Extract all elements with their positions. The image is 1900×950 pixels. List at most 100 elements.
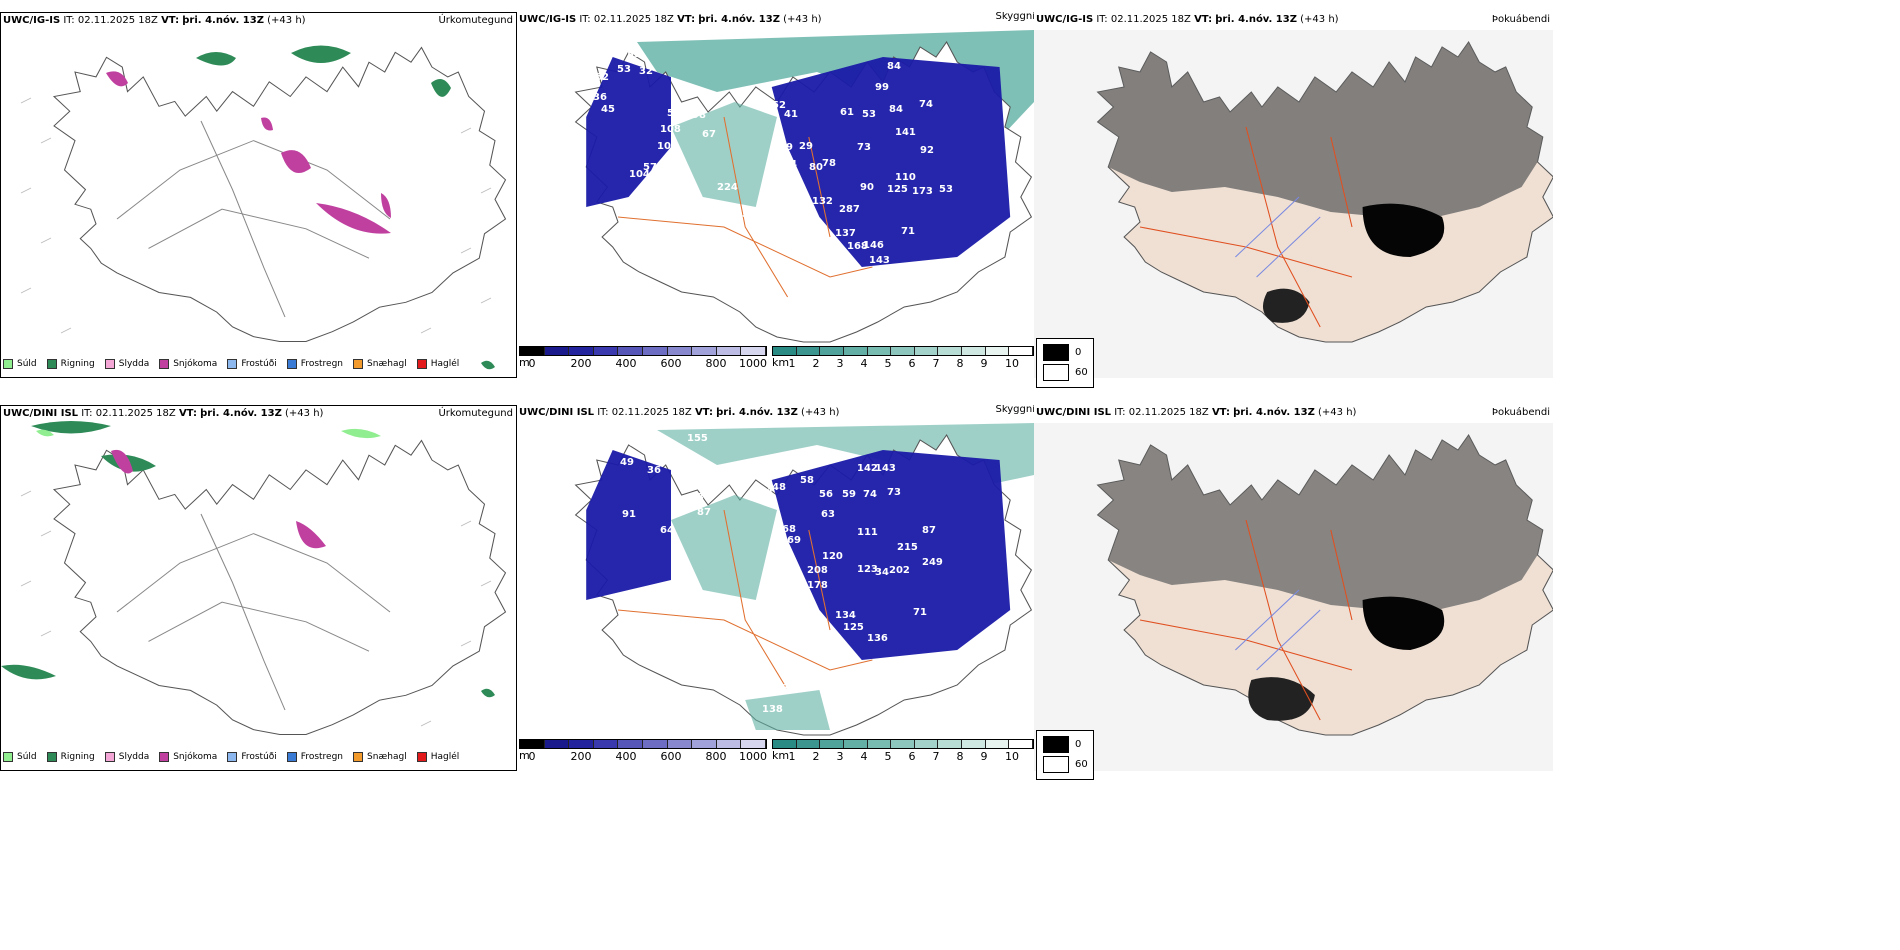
rain-areas xyxy=(1,421,495,698)
panel-header: UWC/IG-IS IT: 02.11.2025 18Z VT: þri. 4.… xyxy=(1036,14,1339,25)
vis-num: 249 xyxy=(922,557,943,568)
precip-map xyxy=(1,421,507,736)
vis-num: 146 xyxy=(863,240,884,251)
vis-num: 36 xyxy=(647,465,661,476)
vis-num: 87 xyxy=(922,525,936,536)
vis-num: 63 xyxy=(821,509,835,520)
vis-num: 110 xyxy=(895,172,916,183)
vis-num: 168 xyxy=(847,241,868,252)
vis-num: 142 xyxy=(857,463,878,474)
rain-areas xyxy=(196,45,495,370)
panel-header: UWC/DINI ISL IT: 02.11.2025 18Z VT: þri.… xyxy=(519,407,840,418)
legend-swatch xyxy=(159,752,170,762)
vis-num: 52 xyxy=(772,100,786,111)
legend-swatch xyxy=(46,359,57,369)
fog-map xyxy=(1034,30,1553,378)
vis-num: 53 xyxy=(617,64,631,75)
vis-num: 143 xyxy=(869,255,890,266)
legend-swatch xyxy=(104,359,115,369)
fog-swatch xyxy=(1043,364,1069,381)
vis-num: 98 xyxy=(692,110,706,121)
legend-swatch xyxy=(3,752,13,762)
precip-legend: Súld Rigning Slydda Snjókoma Frostúði Fr… xyxy=(3,748,459,766)
vis-num: 58 xyxy=(800,475,814,486)
legend-swatch xyxy=(104,752,115,762)
legend-swatch xyxy=(227,752,238,762)
vis-num: 64 xyxy=(660,525,674,536)
vis-num: 54 xyxy=(783,159,797,170)
panel-header: UWC/DINI ISL IT: 02.11.2025 18Z VT: þri.… xyxy=(3,408,324,419)
legend-swatch xyxy=(286,359,297,369)
vis-num: 134 xyxy=(835,610,856,621)
iceland-land xyxy=(575,434,1032,736)
vis-num: 136 xyxy=(867,633,888,644)
vis-num: 111 xyxy=(857,527,878,538)
visibility-panel-1: UWC/IG-IS IT: 02.11.2025 18Z VT: þri. 4.… xyxy=(517,12,1034,378)
vis-num: 224 xyxy=(717,182,738,193)
vis-num: 74 xyxy=(919,99,933,110)
vis-num: 132 xyxy=(812,196,833,207)
vis-num: 202 xyxy=(889,565,910,576)
panel-header: UWC/IG-IS IT: 02.11.2025 18Z VT: þri. 4.… xyxy=(519,14,822,25)
snow-areas xyxy=(111,449,326,549)
vis-num: 48 xyxy=(772,482,786,493)
vis-num: 54 xyxy=(679,194,693,205)
vis-num: 73 xyxy=(887,487,901,498)
vis-num: 87 xyxy=(697,507,711,518)
fog-map xyxy=(1034,423,1553,771)
vis-num: 54 xyxy=(667,108,681,119)
vis-num: 84 xyxy=(889,104,903,115)
vis-num: 53 xyxy=(627,49,641,60)
vis-num: 56 xyxy=(819,489,833,500)
fog-swatch xyxy=(1043,344,1069,361)
vis-num: 92 xyxy=(920,145,934,156)
height-colorbar: m 0 200 400 600 800 1000 xyxy=(519,739,767,769)
vis-num: 80 xyxy=(809,162,823,173)
height-unit: m xyxy=(519,749,530,762)
vis-num: 71 xyxy=(913,607,927,618)
km-colorbar: km 1 2 3 4 5 6 7 8 9 10 xyxy=(772,739,1034,769)
vis-num: 59 xyxy=(842,489,856,500)
vis-num: 131 xyxy=(775,683,796,694)
vis-num: 61 xyxy=(840,107,854,118)
fog-legend: 0 60 xyxy=(1036,730,1094,780)
vis-num: 84 xyxy=(887,61,901,72)
vis-num: 36 xyxy=(593,92,607,103)
panel-type-label: Þokuábendi xyxy=(1491,14,1550,25)
legend-swatch xyxy=(46,752,57,762)
fog-panel-1: UWC/IG-IS IT: 02.11.2025 18Z VT: þri. 4.… xyxy=(1034,12,1553,378)
legend-swatch xyxy=(416,752,427,762)
legend-swatch xyxy=(286,752,297,762)
vis-num: 67 xyxy=(702,129,716,140)
legend-swatch xyxy=(159,359,170,369)
vis-num: 178 xyxy=(807,580,828,591)
vis-num: 53 xyxy=(939,184,953,195)
vis-num: 68 xyxy=(782,524,796,535)
panel-type-label: Úrkomutegund xyxy=(438,15,513,26)
vis-num: 49 xyxy=(620,457,634,468)
vis-num: 155 xyxy=(687,433,708,444)
vis-num: 208 xyxy=(807,565,828,576)
vis-num: 287 xyxy=(839,204,860,215)
height-colorbar: m 0 200 400 600 800 1000 xyxy=(519,346,767,376)
km-colorbar: km 1 2 3 4 5 6 7 8 9 10 xyxy=(772,346,1034,376)
vis-num: 104 xyxy=(629,169,650,180)
vis-num: 86 xyxy=(797,207,811,218)
vis-number-labels: 53 53 32 62 36 45 54 108 106 67 57 104 5… xyxy=(593,49,953,266)
panel-header: UWC/IG-IS IT: 02.11.2025 18Z VT: þri. 4.… xyxy=(3,15,306,26)
vis-num: 215 xyxy=(897,542,918,553)
visibility-panel-2: UWC/DINI ISL IT: 02.11.2025 18Z VT: þri.… xyxy=(517,405,1034,771)
vis-num: 59 xyxy=(779,142,793,153)
panel-type-label: Skyggni xyxy=(995,12,1034,22)
vis-num: 106 xyxy=(657,141,678,152)
vis-num: 45 xyxy=(601,104,615,115)
km-unit: km xyxy=(772,749,790,762)
snow-areas xyxy=(106,71,391,234)
vis-num: 123 xyxy=(857,564,878,575)
fog-panel-2: UWC/DINI ISL IT: 02.11.2025 18Z VT: þri.… xyxy=(1034,405,1553,771)
legend-swatch xyxy=(353,752,364,762)
vis-num: 99 xyxy=(875,82,889,93)
vis-num: 71 xyxy=(901,226,915,237)
vis-num: 141 xyxy=(895,127,916,138)
panel-type-label: Þokuábendi xyxy=(1491,407,1550,418)
